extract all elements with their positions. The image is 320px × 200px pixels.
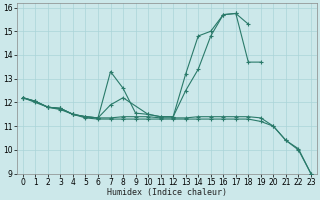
X-axis label: Humidex (Indice chaleur): Humidex (Indice chaleur) [107,188,227,197]
